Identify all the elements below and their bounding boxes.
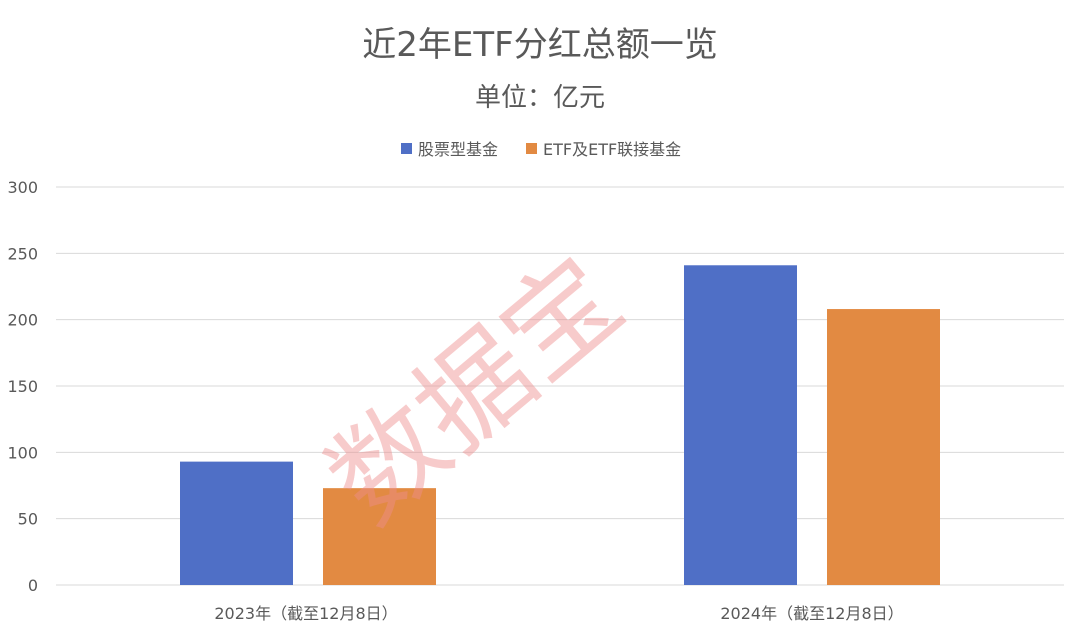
y-tick-label-200: 200: [7, 311, 38, 330]
legend-label-etf-fund: ETF及ETF联接基金: [543, 140, 681, 159]
category-label-2024: 2024年（截至12月8日）: [720, 604, 903, 623]
bar-series0-cat1: [684, 265, 797, 585]
legend-swatch-stock-fund: [401, 143, 412, 154]
category-label-2023: 2023年（截至12月8日）: [214, 604, 397, 623]
bar-series0-cat0: [180, 461, 293, 585]
y-tick-label-50: 50: [18, 510, 38, 529]
legend-swatch-etf-fund: [526, 143, 537, 154]
y-tick-label-100: 100: [7, 443, 38, 462]
legend: 股票型基金 ETF及ETF联接基金: [401, 140, 681, 159]
y-axis-ticks: 0 50 100 150 200 250 300: [7, 178, 38, 595]
chart-subtitle: 单位：亿元: [475, 83, 605, 113]
y-tick-label-150: 150: [7, 377, 38, 396]
chart-title: 近2年ETF分红总额一览: [362, 25, 717, 65]
y-tick-label-300: 300: [7, 178, 38, 197]
watermark: 数据宝: [305, 233, 646, 549]
bar-series1-cat1: [827, 309, 940, 585]
y-tick-label-250: 250: [7, 244, 38, 263]
bar-series1-cat0: [323, 488, 436, 585]
legend-label-stock-fund: 股票型基金: [418, 140, 498, 159]
bars: [180, 265, 940, 585]
y-tick-label-0: 0: [28, 576, 38, 595]
